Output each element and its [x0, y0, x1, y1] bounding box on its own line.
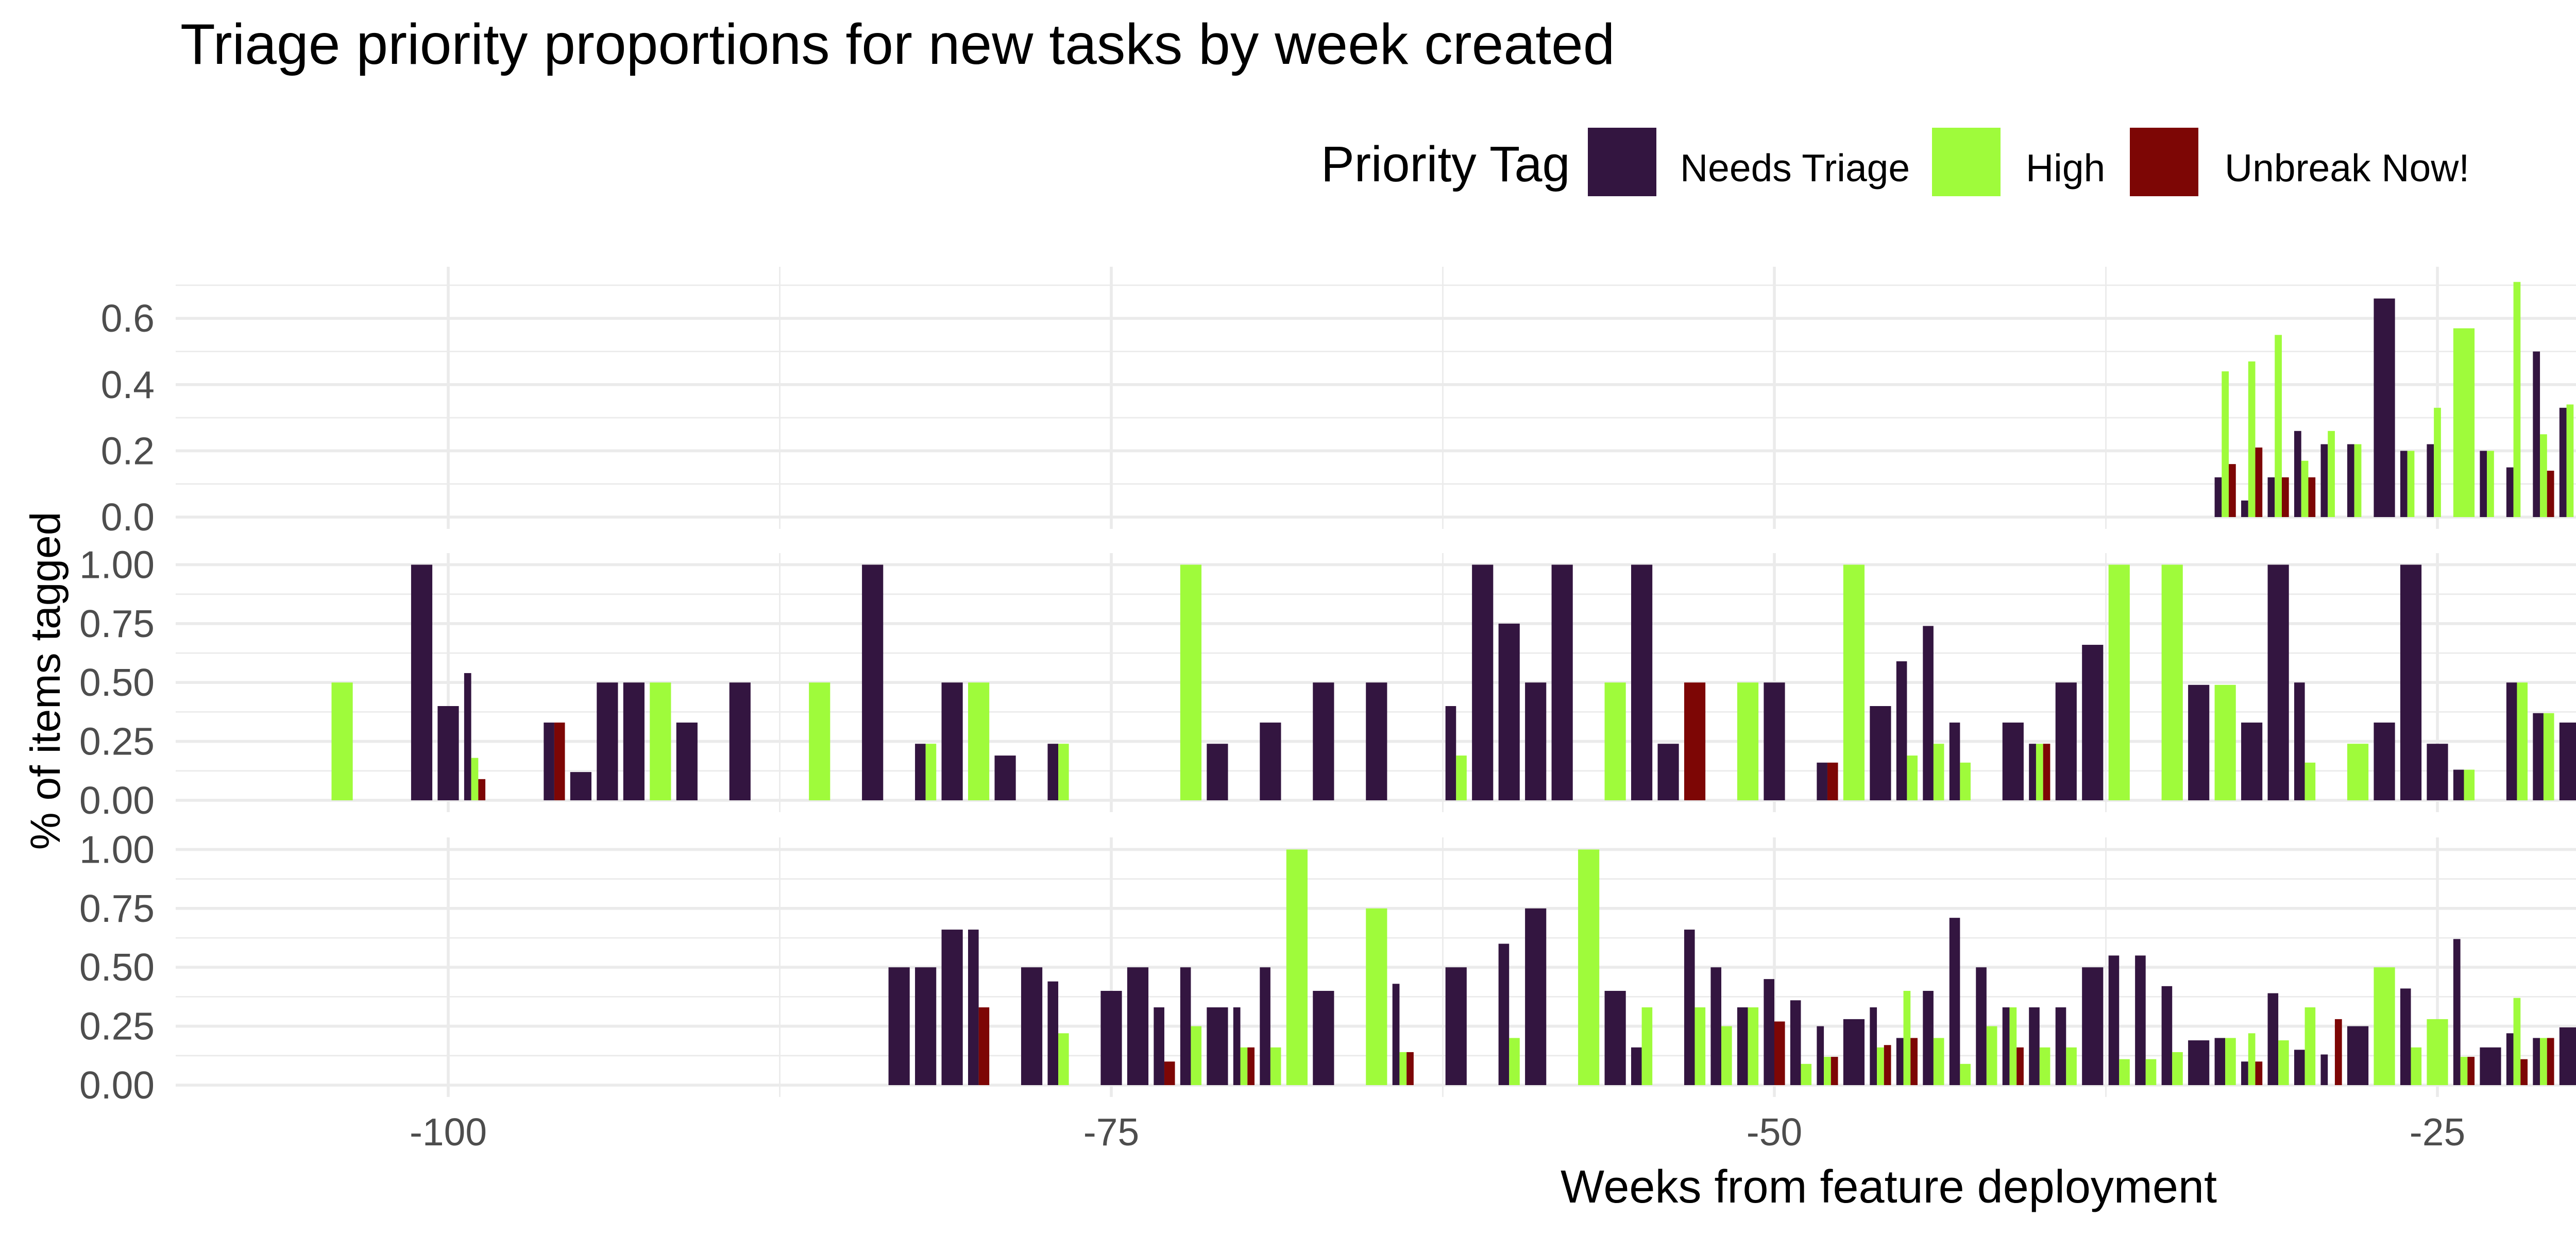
- svg-text:1.00: 1.00: [79, 543, 155, 587]
- svg-text:0.00: 0.00: [79, 1063, 155, 1107]
- svg-text:0.25: 0.25: [79, 1005, 155, 1048]
- svg-text:Priority Tag: Priority Tag: [1321, 136, 1570, 192]
- svg-text:% of items tagged: % of items tagged: [22, 512, 69, 850]
- svg-text:High: High: [2026, 146, 2105, 190]
- svg-text:-50: -50: [1747, 1110, 1802, 1154]
- svg-text:-75: -75: [1083, 1110, 1139, 1154]
- svg-text:-25: -25: [2410, 1110, 2465, 1154]
- svg-text:0.50: 0.50: [79, 661, 155, 704]
- svg-text:0.0: 0.0: [101, 495, 155, 539]
- svg-text:0.00: 0.00: [79, 779, 155, 822]
- svg-text:0.2: 0.2: [101, 429, 155, 472]
- svg-text:Needs Triage: Needs Triage: [1680, 146, 1910, 190]
- svg-text:Weeks from feature deployment: Weeks from feature deployment: [1561, 1161, 2217, 1213]
- svg-text:0.75: 0.75: [79, 602, 155, 645]
- svg-text:0.50: 0.50: [79, 946, 155, 989]
- svg-text:0.4: 0.4: [101, 363, 155, 406]
- svg-text:0.6: 0.6: [101, 297, 155, 340]
- svg-text:0.75: 0.75: [79, 887, 155, 930]
- svg-text:Unbreak Now!: Unbreak Now!: [2225, 146, 2469, 190]
- svg-text:0.25: 0.25: [79, 720, 155, 763]
- svg-text:Triage priority proportions fo: Triage priority proportions for new task…: [180, 12, 1615, 76]
- svg-text:1.00: 1.00: [79, 828, 155, 871]
- svg-text:-100: -100: [410, 1110, 487, 1154]
